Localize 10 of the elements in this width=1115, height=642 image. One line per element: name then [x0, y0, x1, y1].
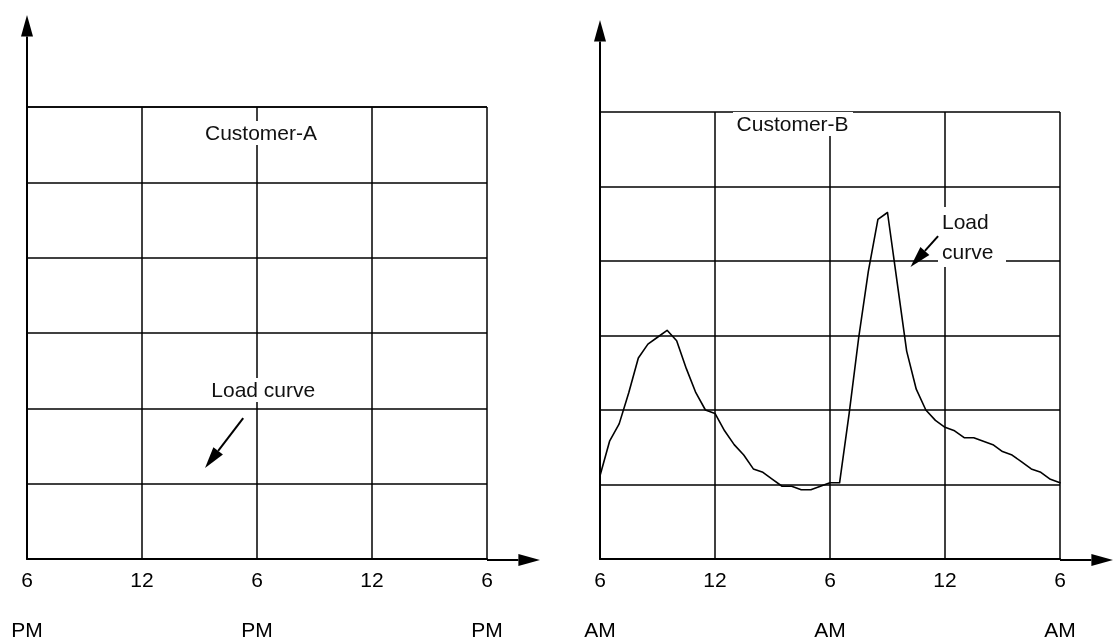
text: Customer-B: [732, 112, 853, 137]
category-label: 6 AM: [584, 568, 616, 641]
text: Customer-A: [201, 121, 322, 146]
category-label: 6 PM: [11, 568, 43, 641]
text: Load curve: [207, 378, 320, 403]
category-label: 6 AM: [1044, 568, 1076, 641]
annotation: Load curve: [938, 207, 1006, 268]
category-label: 6 PM: [241, 568, 273, 641]
category-label: 6 PM: [471, 568, 503, 641]
category-label: 6 AM: [814, 568, 846, 641]
